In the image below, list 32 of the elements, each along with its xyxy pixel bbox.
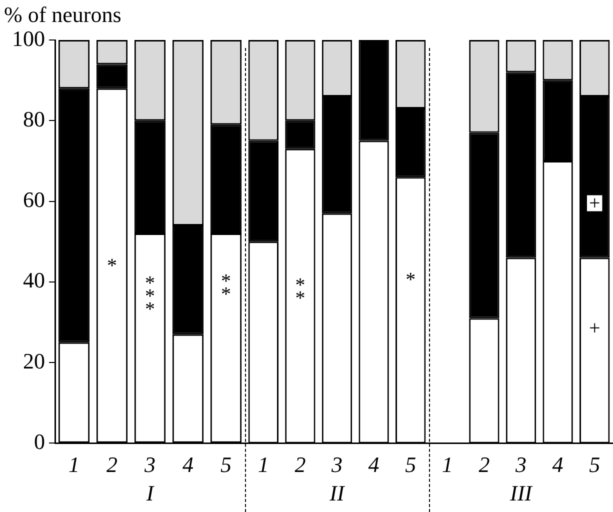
y-tick-label: 40	[23, 268, 45, 293]
x-tick-label: 2	[106, 452, 118, 478]
y-tick-label: 60	[23, 187, 45, 212]
annotation: *	[406, 269, 416, 292]
annotation: ***	[145, 272, 155, 320]
annotation: **	[295, 274, 306, 310]
x-tick-label: 3	[144, 452, 156, 478]
x-tick-label: 4	[552, 452, 564, 478]
x-tick-label: 1	[442, 452, 453, 478]
annotation: +	[588, 318, 600, 340]
annotation: +	[588, 192, 600, 215]
x-tick-label: 2	[478, 452, 490, 478]
x-tick-label: 5	[220, 452, 232, 478]
x-tick-label: 4	[368, 452, 380, 478]
x-tick-label: 1	[258, 452, 269, 478]
y-tick-label: 20	[23, 348, 45, 374]
x-axis-title: II	[328, 480, 346, 506]
annotation: **	[221, 270, 231, 306]
y-tick-label: 0	[34, 428, 45, 454]
x-axis-title: I	[145, 480, 156, 506]
y-tick-label: 80	[23, 106, 45, 132]
y-axis-title: % of neurons	[4, 2, 122, 28]
x-tick-label: 3	[330, 452, 342, 478]
x-tick-label: 5	[405, 452, 416, 478]
annotation: *	[107, 255, 117, 278]
x-axis-title: III	[509, 480, 534, 506]
x-tick-label: 2	[294, 452, 306, 478]
x-tick-label: 4	[182, 452, 194, 478]
y-tick-label: 100	[12, 26, 45, 51]
x-tick-label: 5	[589, 452, 600, 478]
x-tick-label: 1	[68, 452, 80, 478]
x-tick-label: 3	[514, 452, 526, 478]
